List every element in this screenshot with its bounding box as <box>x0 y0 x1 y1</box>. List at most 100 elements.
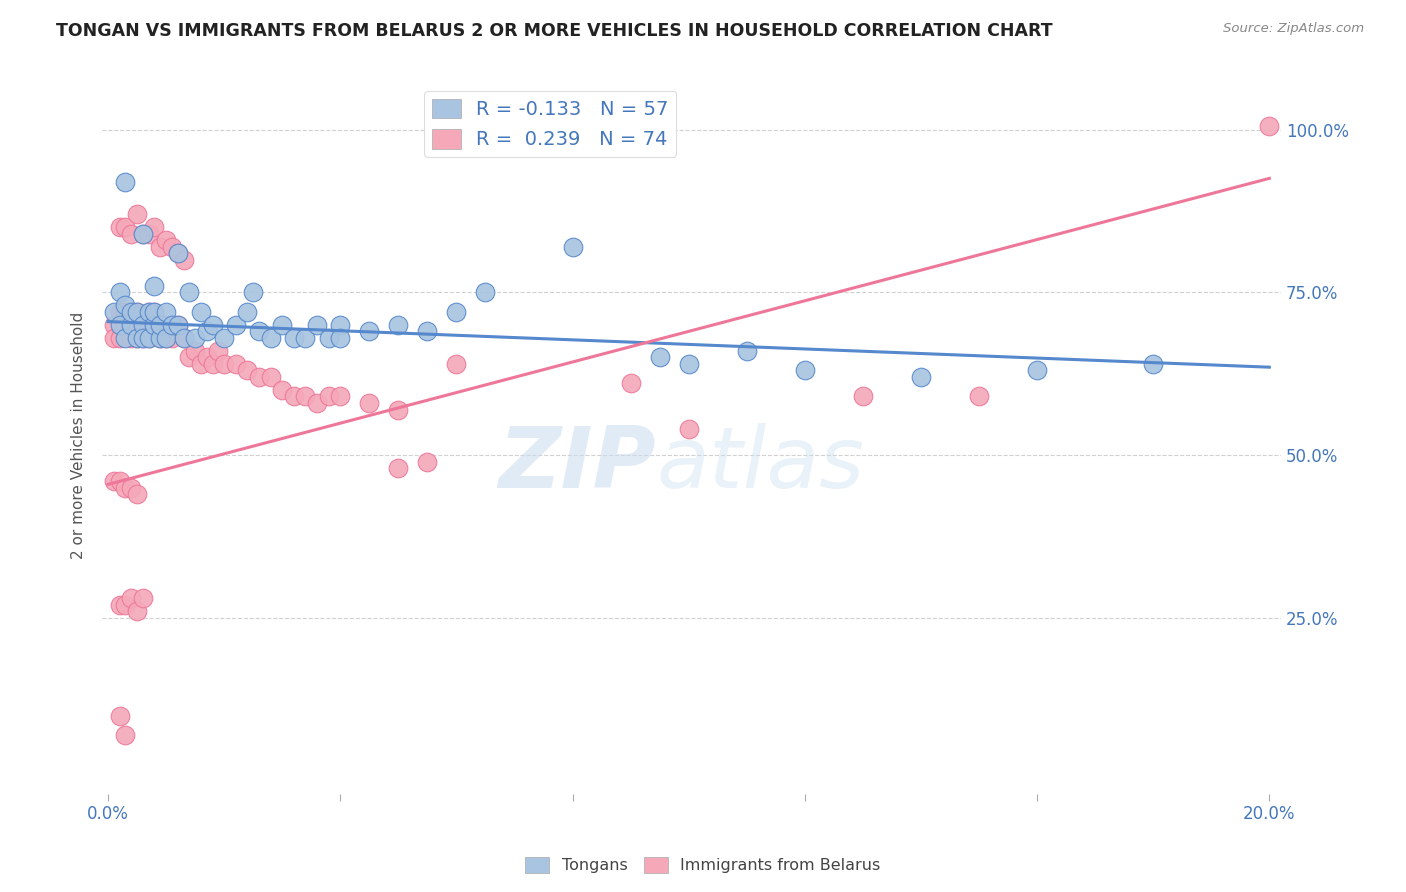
Point <box>132 318 155 332</box>
Point <box>125 604 148 618</box>
Point <box>271 383 294 397</box>
Point <box>108 708 131 723</box>
Point <box>387 318 409 332</box>
Point <box>294 331 316 345</box>
Point <box>125 487 148 501</box>
Point <box>125 305 148 319</box>
Point <box>155 331 177 345</box>
Point <box>620 376 643 391</box>
Point <box>114 481 136 495</box>
Point <box>138 227 160 241</box>
Point <box>108 331 131 345</box>
Point <box>179 351 201 365</box>
Point <box>242 285 264 300</box>
Point <box>793 363 815 377</box>
Point <box>120 305 142 319</box>
Point <box>648 351 671 365</box>
Point <box>910 370 932 384</box>
Point <box>259 370 281 384</box>
Y-axis label: 2 or more Vehicles in Household: 2 or more Vehicles in Household <box>72 312 86 559</box>
Point <box>561 240 583 254</box>
Point <box>143 305 166 319</box>
Point <box>114 298 136 312</box>
Point <box>160 331 183 345</box>
Point <box>201 318 224 332</box>
Point <box>294 389 316 403</box>
Point <box>166 246 188 260</box>
Point <box>184 343 207 358</box>
Point <box>416 454 439 468</box>
Point <box>195 351 218 365</box>
Point <box>446 305 468 319</box>
Point <box>271 318 294 332</box>
Point <box>132 591 155 606</box>
Point <box>132 227 155 241</box>
Point <box>114 305 136 319</box>
Point <box>179 285 201 300</box>
Point <box>155 233 177 247</box>
Point <box>132 318 155 332</box>
Point <box>283 331 305 345</box>
Point <box>247 324 270 338</box>
Point <box>120 591 142 606</box>
Point <box>173 331 195 345</box>
Point <box>108 220 131 235</box>
Point <box>143 220 166 235</box>
Point <box>125 331 148 345</box>
Point <box>108 285 131 300</box>
Point <box>387 402 409 417</box>
Point <box>212 357 235 371</box>
Point <box>359 396 381 410</box>
Text: ZIP: ZIP <box>499 423 657 506</box>
Point <box>103 318 125 332</box>
Legend: R = -0.133   N = 57, R =  0.239   N = 74: R = -0.133 N = 57, R = 0.239 N = 74 <box>423 91 676 157</box>
Point <box>236 305 259 319</box>
Point <box>138 331 160 345</box>
Point <box>160 240 183 254</box>
Point <box>166 318 188 332</box>
Point <box>236 363 259 377</box>
Point <box>1142 357 1164 371</box>
Point <box>852 389 875 403</box>
Point <box>387 461 409 475</box>
Point <box>155 305 177 319</box>
Point <box>138 305 160 319</box>
Point <box>149 240 172 254</box>
Point <box>195 324 218 338</box>
Point <box>307 318 329 332</box>
Point <box>120 481 142 495</box>
Point <box>318 389 340 403</box>
Point <box>212 331 235 345</box>
Point <box>125 305 148 319</box>
Text: atlas: atlas <box>657 423 865 506</box>
Point <box>207 343 229 358</box>
Point <box>149 318 172 332</box>
Point <box>735 343 758 358</box>
Point <box>259 331 281 345</box>
Point <box>138 331 160 345</box>
Point <box>103 305 125 319</box>
Point <box>225 318 247 332</box>
Point <box>329 331 352 345</box>
Point <box>108 305 131 319</box>
Point <box>190 357 212 371</box>
Point <box>114 220 136 235</box>
Point <box>132 227 155 241</box>
Point <box>678 422 700 436</box>
Point <box>329 318 352 332</box>
Point <box>125 207 148 221</box>
Point <box>143 278 166 293</box>
Point <box>108 598 131 612</box>
Point <box>132 331 155 345</box>
Point <box>143 305 166 319</box>
Point <box>184 331 207 345</box>
Point <box>143 318 166 332</box>
Point <box>1258 120 1281 134</box>
Point <box>108 318 131 332</box>
Point <box>166 318 188 332</box>
Point <box>967 389 990 403</box>
Point <box>149 318 172 332</box>
Point <box>108 474 131 488</box>
Point <box>1026 363 1049 377</box>
Point <box>678 357 700 371</box>
